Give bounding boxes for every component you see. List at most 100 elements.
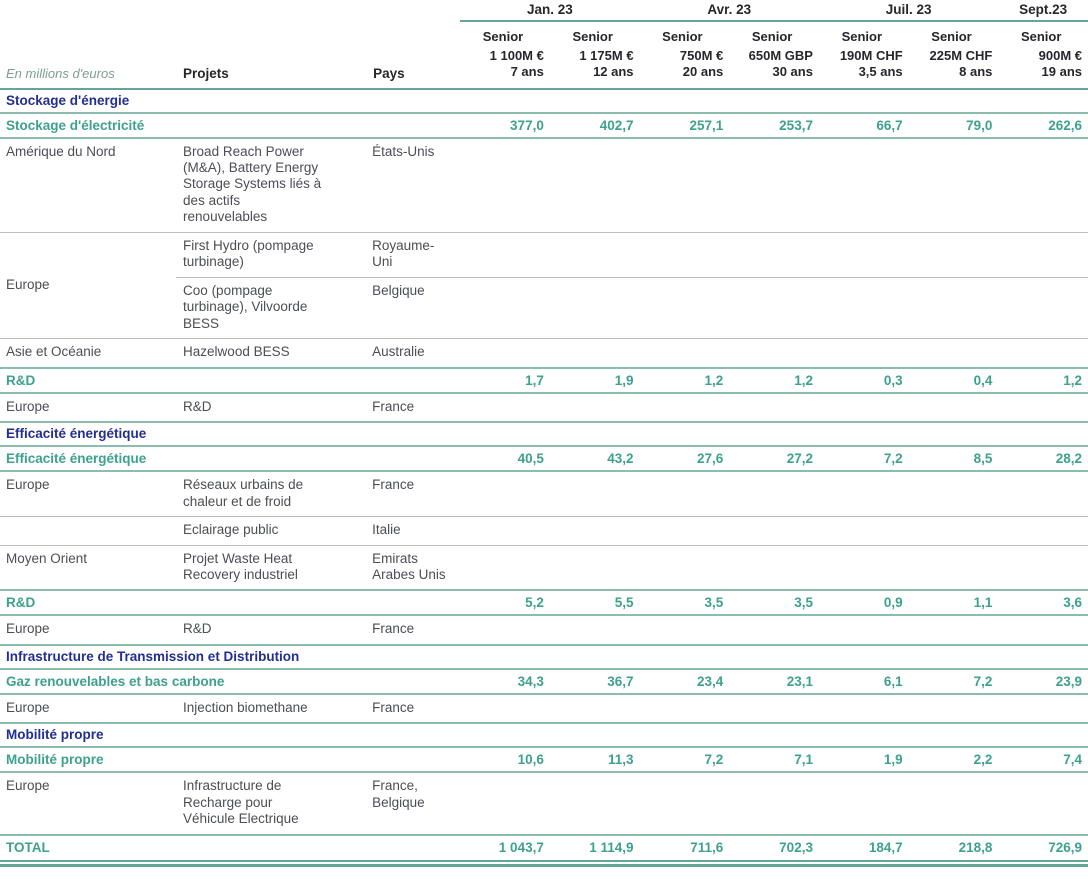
senior-label: Senior <box>931 29 972 44</box>
section-label: Efficacité énergétique <box>0 421 1088 448</box>
detail-row: Asie et Océanie Hazelwood BESS Australie <box>0 338 1088 368</box>
empty-value-cell <box>460 516 550 546</box>
region-cell: Moyen Orient <box>0 544 177 591</box>
table-body: Stockage d'énergie Stockage d'électricité… <box>0 87 1088 862</box>
instrument-tenor: 3,5 ans <box>858 64 903 80</box>
empty-value-cell <box>908 137 999 233</box>
empty-value-cell <box>998 137 1088 233</box>
empty-value-cell <box>998 338 1088 368</box>
instrument-header: 900M €19 ans <box>998 46 1088 90</box>
value-cell: 1,2 <box>729 366 819 394</box>
projet-cell: Infrastructure de Recharge pour Véhicule… <box>176 771 367 835</box>
empty-value-cell <box>460 231 550 278</box>
projet-cell: Coo (pompage turbinage), Vilvoorde BESS <box>176 276 367 339</box>
region-cell: Europe <box>0 392 177 423</box>
empty-value-cell <box>639 771 730 835</box>
section-row: Mobilité propre <box>0 722 1088 749</box>
value-cell: 377,0 <box>460 111 550 139</box>
value-cell: 711,6 <box>639 833 730 862</box>
empty-value-cell <box>549 231 640 278</box>
value-cell: 3,5 <box>639 589 730 617</box>
empty-value-cell <box>639 516 730 546</box>
detail-row: Amérique du Nord Broad Reach Power (M&A),… <box>0 137 1088 233</box>
region-cell: Europe <box>0 693 177 724</box>
section-row: Stockage d'énergie <box>0 87 1088 114</box>
value-cell: 40,5 <box>460 445 550 473</box>
instrument-tenor: 20 ans <box>682 64 724 80</box>
subsection-row: R&D 5,2 5,5 3,5 3,5 0,9 1,1 3,6 <box>0 589 1088 617</box>
empty-value-cell <box>908 470 999 517</box>
empty-value-cell <box>908 693 999 724</box>
empty-value-cell <box>549 392 640 423</box>
value-cell: 10,6 <box>460 746 550 774</box>
value-cell: 11,3 <box>549 746 640 774</box>
empty-value-cell <box>998 771 1088 835</box>
detail-row: Europe Réseaux urbains de chaleur et de f… <box>0 470 1088 517</box>
empty-value-cell <box>549 544 640 591</box>
value-cell: 7,4 <box>998 746 1088 774</box>
pays-cell: Italie <box>366 516 461 546</box>
pays-column-header: Pays <box>366 46 461 90</box>
empty-value-cell <box>460 771 550 835</box>
value-cell: 402,7 <box>549 111 640 139</box>
detail-row: Moyen Orient Projet Waste Heat Recovery i… <box>0 544 1088 591</box>
senior-label: Senior <box>482 29 524 44</box>
empty-value-cell <box>818 276 909 339</box>
empty-value-cell <box>729 470 819 517</box>
value-cell: 36,7 <box>549 667 640 695</box>
empty-value-cell <box>639 614 730 645</box>
senior-label: Senior <box>751 29 793 44</box>
unit-note: En millions d'euros <box>0 46 177 90</box>
instrument-header: 225M CHF 8 ans <box>908 46 999 90</box>
table-header: Jan. 23 Avr. 23 Juil. 23 Sept.23 Senior Senio… <box>0 0 1088 90</box>
projet-cell: Injection biomethane <box>176 693 367 724</box>
value-cell: 0,3 <box>818 366 909 394</box>
projets-column-header: Projets <box>176 46 367 90</box>
empty-value-cell <box>460 470 550 517</box>
empty-value-cell <box>460 276 550 339</box>
instrument-header: 1 175M €12 ans <box>549 46 640 90</box>
empty-value-cell <box>998 544 1088 591</box>
subsection-row: Mobilité propre 10,6 11,3 7,2 7,1 1,9 2,2 7,4 <box>0 746 1088 774</box>
instrument-tenor: 7 ans <box>510 64 544 80</box>
projet-cell: Réseaux urbains de chaleur et de froid <box>176 470 367 517</box>
projet-cell: Eclairage public <box>176 516 367 546</box>
empty-value-cell <box>460 614 550 645</box>
empty-value-cell <box>639 231 730 278</box>
pays-cell: France <box>366 392 461 423</box>
value-cell: 66,7 <box>818 111 909 139</box>
instrument-tenor: 30 ans <box>772 64 813 80</box>
date-group-label: Juil. 23 <box>818 0 999 22</box>
empty-value-cell <box>908 276 999 339</box>
empty-value-cell <box>729 693 819 724</box>
empty-value-cell <box>729 516 819 546</box>
value-cell: 1 043,7 <box>460 833 550 862</box>
senior-label: Senior <box>572 29 613 44</box>
empty-value-cell <box>908 338 999 368</box>
pays-cell: Australie <box>366 338 461 368</box>
total-label: TOTAL <box>0 833 461 862</box>
instrument-amount: 1 100M € <box>489 48 544 63</box>
value-cell: 218,8 <box>908 833 999 862</box>
blank-cell <box>0 0 460 21</box>
senior-row: Senior Senior Senior Senior Senior Senior Seni… <box>0 21 1088 46</box>
value-cell: 7,1 <box>729 746 819 774</box>
empty-value-cell <box>639 137 730 233</box>
region-cell <box>0 516 177 546</box>
empty-value-cell <box>818 470 909 517</box>
subsection-label: R&D <box>0 366 461 394</box>
value-cell: 1,1 <box>908 589 999 617</box>
empty-value-cell <box>460 338 550 368</box>
empty-value-cell <box>460 693 550 724</box>
column-labels-row: En millions d'euros Projets Pays 1 100M €7 … <box>0 46 1088 90</box>
section-row: Infrastructure de Transmission et Distri… <box>0 643 1088 670</box>
empty-value-cell <box>818 544 909 591</box>
instrument-amount: 750M € <box>679 48 724 63</box>
date-group-label: Sept.23 <box>998 0 1088 22</box>
senior-label: Senior <box>1020 29 1062 44</box>
value-cell: 262,6 <box>998 111 1088 139</box>
pays-cell: France, Belgique <box>366 771 461 835</box>
instrument-header: 750M €20 ans <box>639 46 730 90</box>
bottom-rule <box>0 863 1088 867</box>
empty-value-cell <box>549 614 640 645</box>
